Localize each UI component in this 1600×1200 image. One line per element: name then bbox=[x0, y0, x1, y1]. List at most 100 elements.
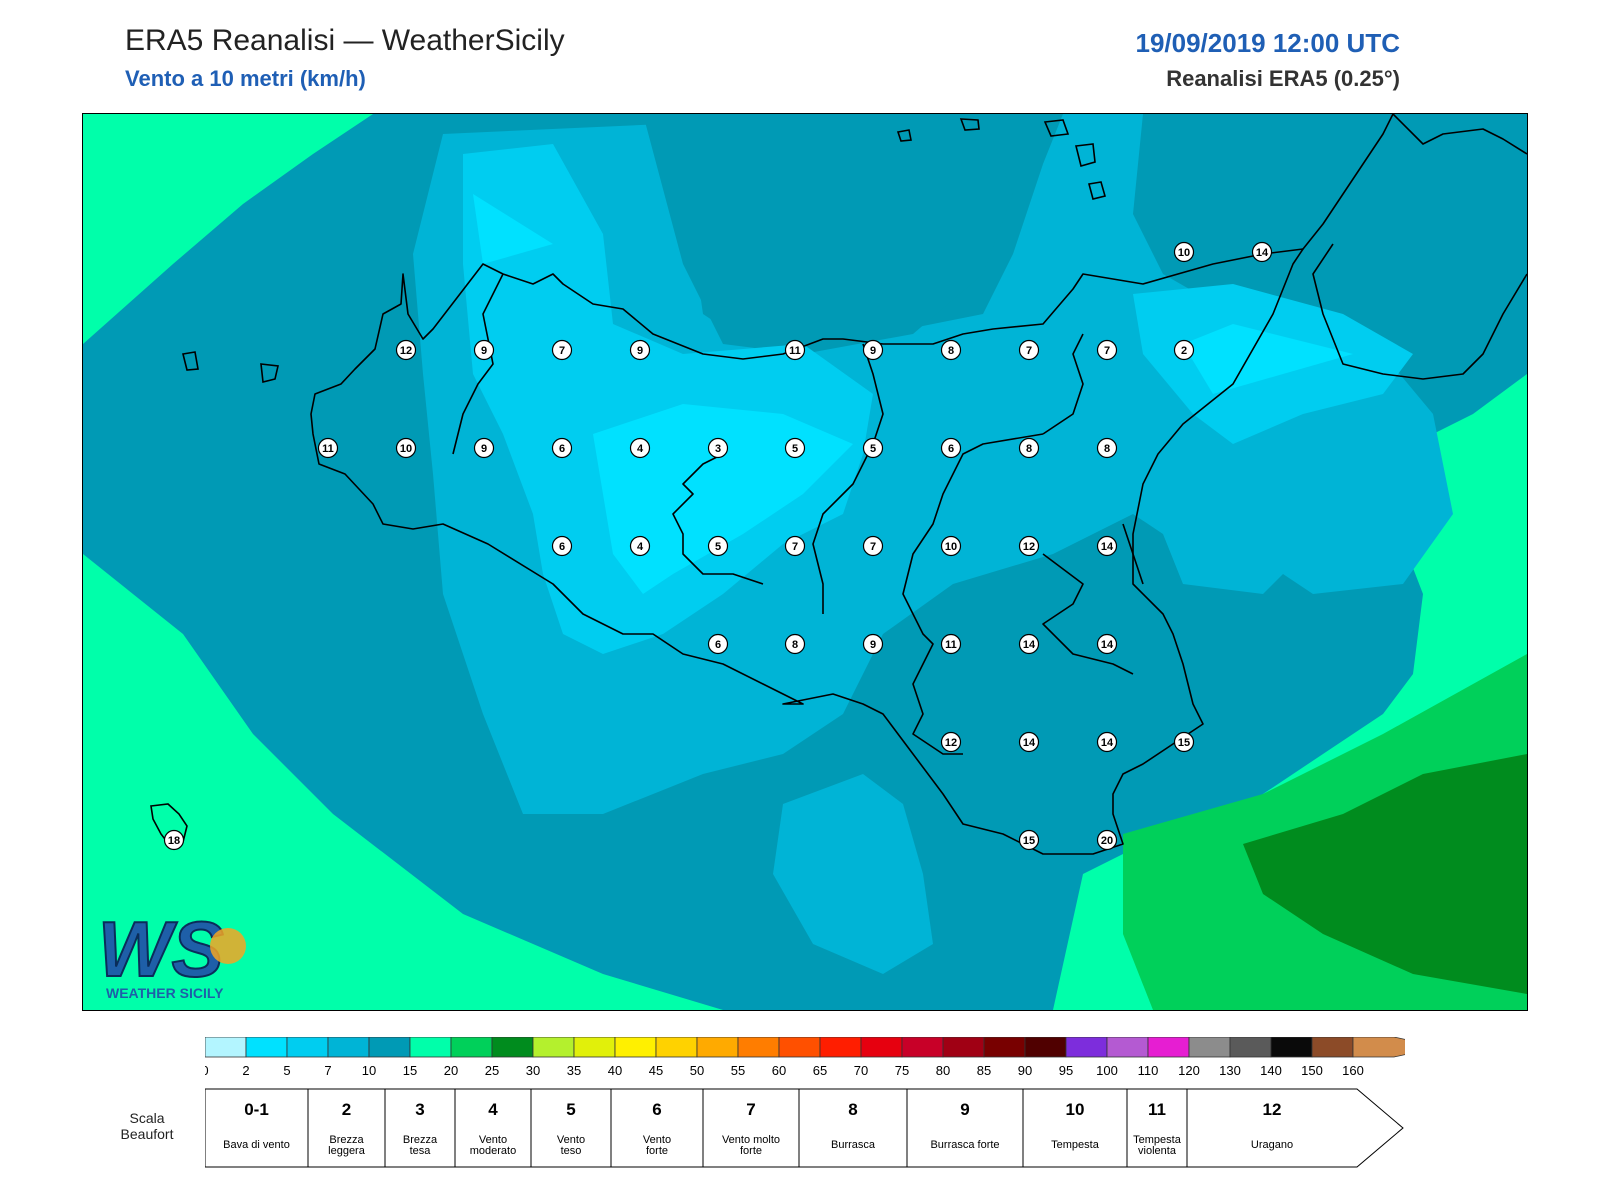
colorbar-swatch bbox=[1229, 1036, 1272, 1058]
station-circle bbox=[317, 437, 339, 459]
station-marker: 10 bbox=[395, 437, 417, 459]
colorbar-tick-label: 20 bbox=[444, 1063, 458, 1078]
beaufort-number: 7 bbox=[746, 1100, 755, 1119]
beaufort-number: 5 bbox=[566, 1100, 575, 1119]
station-circle bbox=[1018, 535, 1040, 557]
map-datetime: 19/09/2019 12:00 UTC bbox=[1135, 28, 1400, 58]
station-marker: 8 bbox=[940, 339, 962, 361]
wind-band-5-7 bbox=[463, 144, 873, 654]
station-marker: 5 bbox=[784, 437, 806, 459]
station-circle bbox=[940, 633, 962, 655]
station-marker: 11 bbox=[784, 339, 806, 361]
station-marker: 6 bbox=[551, 437, 573, 459]
colorbar-swatch bbox=[942, 1036, 985, 1058]
station-marker: 8 bbox=[784, 633, 806, 655]
colorbar-tick-label: 0 bbox=[205, 1063, 209, 1078]
station-wind-value: 14 bbox=[1023, 737, 1036, 749]
colorbar-swatch bbox=[696, 1036, 739, 1058]
station-wind-value: 9 bbox=[637, 345, 643, 357]
station-circle bbox=[395, 437, 417, 459]
colorbar-tick-label: 40 bbox=[608, 1063, 622, 1078]
map-title: ERA5 Reanalisi — WeatherSicily bbox=[125, 24, 565, 57]
station-wind-value: 5 bbox=[792, 443, 798, 455]
colorbar-tick-label: 90 bbox=[1018, 1063, 1032, 1078]
station-marker: 7 bbox=[784, 535, 806, 557]
colorbar-tick-label: 5 bbox=[283, 1063, 290, 1078]
station-marker: 10 bbox=[1173, 241, 1195, 263]
colorbar-tick-label: 75 bbox=[895, 1063, 909, 1078]
station-circle bbox=[862, 633, 884, 655]
station-circle bbox=[784, 339, 806, 361]
beaufort-number: 2 bbox=[342, 1100, 351, 1119]
beaufort-number: 4 bbox=[488, 1100, 498, 1119]
province-border-7 bbox=[1122, 523, 1144, 585]
colorbar-swatch bbox=[1147, 1036, 1190, 1058]
station-circle bbox=[940, 731, 962, 753]
station-circle bbox=[1173, 339, 1195, 361]
calabria-coast bbox=[1302, 114, 1394, 250]
station-circle bbox=[551, 339, 573, 361]
station-wind-value: 10 bbox=[945, 541, 957, 553]
map-source: Reanalisi ERA5 (0.25°) bbox=[1166, 66, 1400, 91]
station-marker: 14 bbox=[1096, 731, 1118, 753]
beaufort-number: 3 bbox=[415, 1100, 424, 1119]
station-wind-value: 14 bbox=[1101, 541, 1114, 553]
colorbar-tick-label: 50 bbox=[690, 1063, 704, 1078]
station-marker: 6 bbox=[707, 633, 729, 655]
station-marker: 15 bbox=[1018, 829, 1040, 851]
colorbar-swatch bbox=[1106, 1036, 1149, 1058]
station-marker: 8 bbox=[1096, 437, 1118, 459]
beaufort-number: 0-1 bbox=[244, 1100, 269, 1119]
station-markers: 12 9 7 9 11 9 8 7 7 2 11 10 9 6 4 3 5 5 6 8 8 6 4 5 7 7 10 12 14 6 8 9 1… bbox=[163, 241, 1273, 851]
station-circle bbox=[1173, 241, 1195, 263]
station-wind-value: 9 bbox=[481, 443, 487, 455]
station-marker: 8 bbox=[1018, 437, 1040, 459]
station-circle bbox=[784, 633, 806, 655]
station-circle bbox=[473, 437, 495, 459]
station-marker: 14 bbox=[1096, 633, 1118, 655]
station-wind-value: 9 bbox=[870, 639, 876, 651]
station-wind-value: 11 bbox=[789, 345, 801, 357]
station-circle bbox=[1096, 339, 1118, 361]
beaufort-description: Vento forte bbox=[643, 1134, 671, 1157]
station-wind-value: 9 bbox=[870, 345, 876, 357]
station-circle bbox=[551, 437, 573, 459]
beaufort-number: 10 bbox=[1066, 1100, 1085, 1119]
colorbar-swatch bbox=[860, 1036, 903, 1058]
station-circle bbox=[1173, 731, 1195, 753]
station-circle bbox=[940, 535, 962, 557]
colorbar-tick-label: 70 bbox=[854, 1063, 868, 1078]
station-circle bbox=[1018, 437, 1040, 459]
beaufort-cell bbox=[702, 1088, 800, 1168]
wind-map: 12 9 7 9 11 9 8 7 7 2 11 10 9 6 4 3 5 5 6 8 8 6 4 5 7 7 10 12 14 6 8 9 1… bbox=[82, 113, 1528, 1011]
colorbar-tick-label: 25 bbox=[485, 1063, 499, 1078]
station-circle bbox=[862, 339, 884, 361]
colorbar-swatch bbox=[409, 1036, 452, 1058]
station-circle bbox=[862, 535, 884, 557]
beaufort-cell bbox=[1126, 1088, 1188, 1168]
station-wind-value: 20 bbox=[1101, 835, 1113, 847]
beaufort-cell bbox=[204, 1088, 309, 1168]
station-circle bbox=[629, 437, 651, 459]
colorbar-tick-label: 85 bbox=[977, 1063, 991, 1078]
beaufort-description: Burrasca forte bbox=[930, 1139, 999, 1151]
colorbar-swatch bbox=[1065, 1036, 1108, 1058]
colorbar-swatch bbox=[368, 1036, 411, 1058]
station-wind-value: 5 bbox=[870, 443, 876, 455]
aeolian-island-5 bbox=[1088, 181, 1106, 200]
beaufort-cell bbox=[307, 1088, 386, 1168]
colorbar-tick-label: 65 bbox=[813, 1063, 827, 1078]
colorbar-tick-label: 45 bbox=[649, 1063, 663, 1078]
colorbar-swatch bbox=[245, 1036, 288, 1058]
station-circle bbox=[1096, 829, 1118, 851]
station-circle bbox=[784, 437, 806, 459]
station-wind-value: 6 bbox=[559, 541, 565, 553]
beaufort-description: Vento moderato bbox=[470, 1134, 516, 1157]
station-wind-value: 15 bbox=[1023, 835, 1035, 847]
station-circle bbox=[940, 437, 962, 459]
station-wind-value: 3 bbox=[715, 443, 721, 455]
aeolian-island-4 bbox=[1075, 143, 1096, 167]
colorbar-tick-label: 55 bbox=[731, 1063, 745, 1078]
station-marker: 6 bbox=[940, 437, 962, 459]
station-circle bbox=[1018, 731, 1040, 753]
